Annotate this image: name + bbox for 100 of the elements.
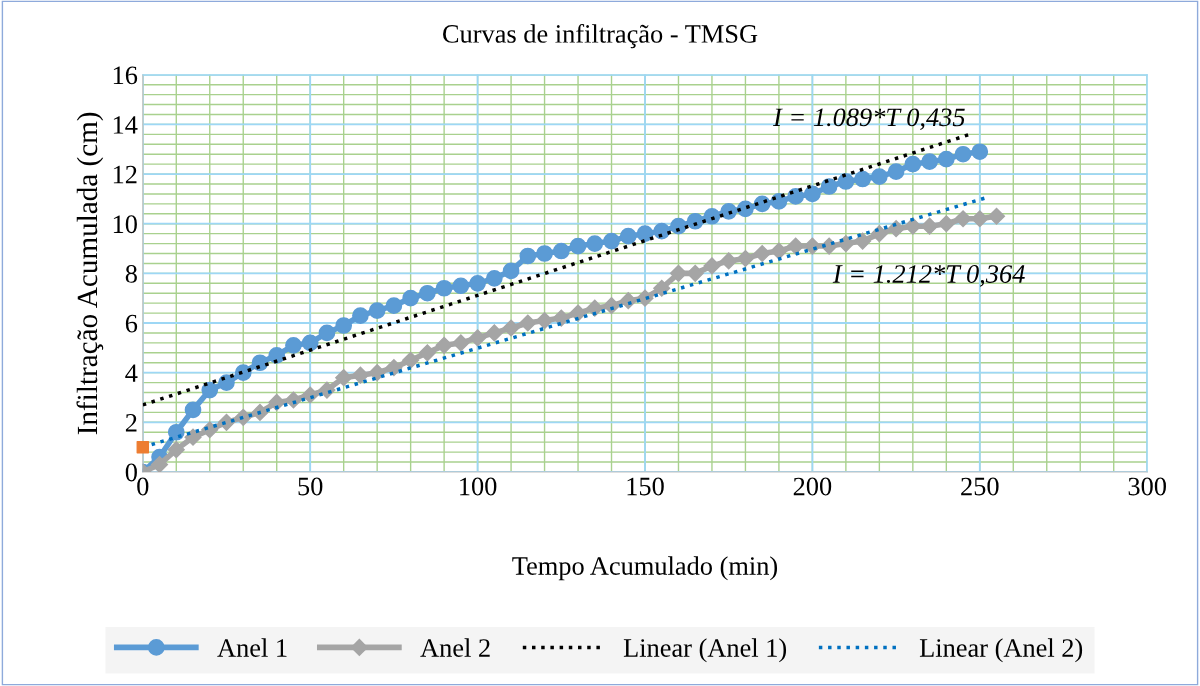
point: [352, 307, 369, 324]
point: [502, 319, 520, 337]
point: [268, 393, 286, 412]
point: [552, 309, 570, 327]
point: [251, 403, 269, 421]
point: [921, 217, 939, 235]
point: [469, 274, 486, 292]
x-tick-label: 200: [793, 477, 832, 496]
point: [519, 247, 537, 265]
x-tick-label: 50: [298, 477, 323, 496]
legend-label: Anel 1: [217, 638, 287, 657]
y-tick-label: 0: [125, 463, 137, 482]
point: [136, 440, 150, 454]
point: [854, 170, 871, 188]
legend-label: Linear (Anel 1): [623, 638, 787, 663]
point: [703, 257, 721, 275]
point: [820, 178, 838, 195]
point: [736, 249, 754, 268]
point: [569, 237, 587, 255]
point: [318, 324, 336, 342]
x-tick-label: 150: [627, 477, 664, 496]
y-tick-label: 14: [113, 116, 138, 134]
point: [268, 346, 286, 364]
point: [167, 423, 185, 441]
point: [619, 227, 637, 245]
legend-label: Anel 2: [420, 638, 490, 657]
point: [184, 428, 202, 446]
y-tick-label: 10: [113, 215, 137, 234]
y-tick-label: 2: [125, 414, 137, 432]
point: [954, 210, 972, 228]
x-tick-label: 250: [961, 477, 999, 496]
point: [871, 168, 888, 185]
point: [502, 262, 520, 280]
point: [971, 210, 989, 228]
point: [870, 225, 888, 243]
point: [385, 359, 403, 377]
point: [937, 150, 955, 168]
point: [653, 279, 671, 297]
point: [887, 220, 905, 238]
point: [854, 232, 872, 250]
point: [586, 299, 604, 317]
point: [150, 455, 169, 472]
point: [586, 235, 604, 252]
point: [987, 207, 1006, 225]
y-axis-title: Infiltração Acumulada (cm): [76, 112, 104, 435]
point: [904, 155, 922, 173]
point: [921, 153, 938, 170]
point: [301, 386, 319, 404]
point: [402, 289, 419, 307]
point: [201, 381, 219, 399]
point: [284, 391, 303, 409]
point: [452, 334, 470, 352]
legend-label: Linear (Anel 2): [919, 638, 1083, 663]
point: [670, 217, 687, 235]
point: [301, 334, 319, 352]
point: [351, 366, 369, 384]
point: [368, 364, 386, 382]
point: [636, 225, 654, 242]
point: [552, 242, 570, 260]
point: [184, 401, 202, 419]
point: [954, 145, 972, 163]
point: [368, 302, 386, 319]
y-tick-label: 12: [113, 165, 137, 184]
point: [418, 344, 436, 362]
chart-title: Curvas de infiltração - TMSG: [443, 24, 758, 49]
point: [720, 252, 738, 270]
x-tick-label: 100: [460, 477, 497, 496]
point: [419, 284, 436, 302]
point: [837, 235, 855, 253]
point: [787, 188, 804, 205]
y-tick-label: 4: [125, 364, 138, 382]
point: [435, 279, 453, 297]
point: [385, 297, 403, 314]
point: [335, 369, 353, 387]
point: [703, 207, 721, 225]
point: [619, 292, 637, 310]
point: [686, 212, 704, 230]
point: [519, 314, 537, 332]
point: [486, 270, 503, 287]
point: [402, 351, 420, 369]
point: [603, 232, 620, 250]
point: [536, 311, 554, 330]
point: [335, 317, 353, 334]
y-tick-label: 8: [125, 264, 137, 283]
x-axis-title: Tempo Acumulado (min): [512, 556, 778, 581]
point: [485, 324, 503, 342]
point: [536, 245, 553, 262]
point: [435, 336, 453, 354]
point: [452, 277, 470, 295]
point: [971, 143, 989, 161]
point: [167, 441, 185, 459]
y-tick-label: 6: [125, 314, 138, 333]
x-tick-label: 300: [1128, 477, 1166, 496]
point: [469, 329, 487, 347]
point: [837, 173, 855, 190]
point: [887, 163, 905, 180]
y-tick-label: 16: [113, 66, 138, 85]
point: [285, 337, 302, 354]
point: [770, 242, 788, 260]
annotation: I = 1.212*T 0,364: [832, 265, 1025, 287]
